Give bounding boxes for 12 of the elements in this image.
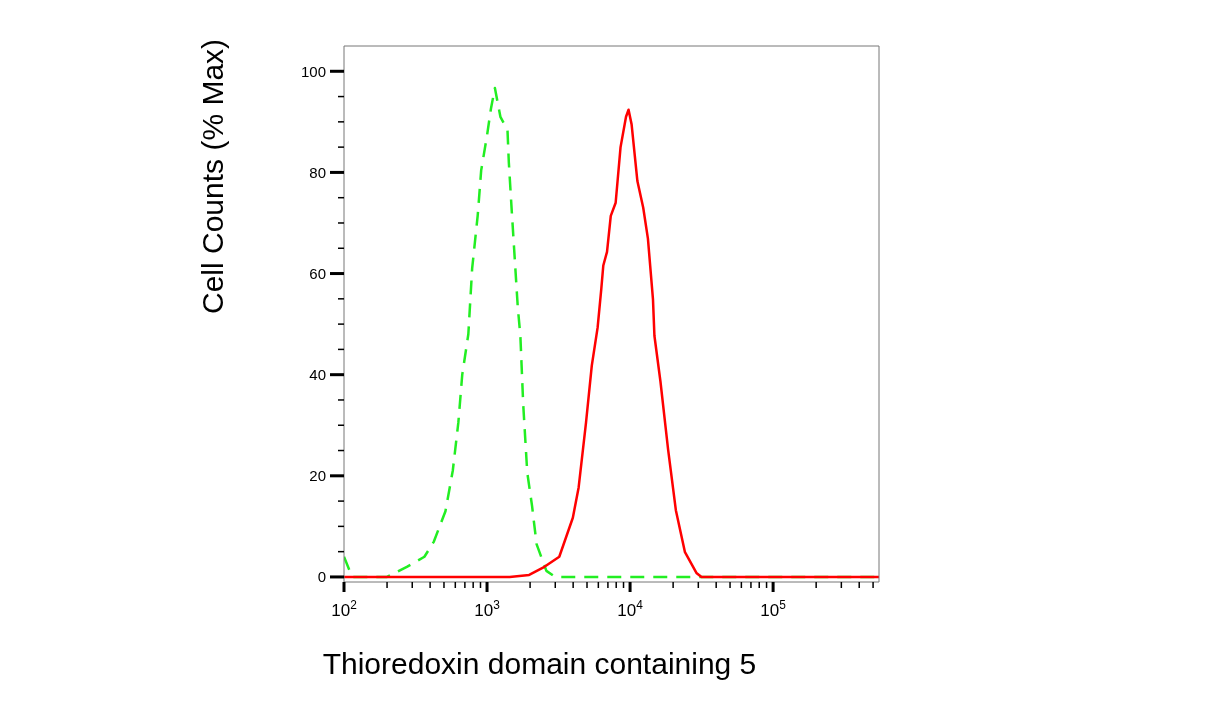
x-axis-title: Thioredoxin domain containing 5 bbox=[322, 647, 757, 680]
y-tick-label: 40 bbox=[309, 365, 326, 383]
x-tick-label: 10$^{5}$ bbox=[760, 598, 787, 620]
x-tick-label: 10$^{2}$ bbox=[331, 598, 358, 620]
y-tick-label: 100 bbox=[300, 62, 326, 80]
x-tick-label: 10$^{3}$ bbox=[474, 598, 501, 620]
y-tick-label: 20 bbox=[309, 467, 326, 485]
y-tick-label: 0 bbox=[317, 568, 326, 586]
y-axis-title: Cell Counts (% Max) bbox=[195, 38, 229, 314]
y-tick-label: 60 bbox=[309, 264, 326, 282]
x-tick-label: 10$^{4}$ bbox=[617, 598, 644, 620]
y-tick-label: 80 bbox=[309, 163, 326, 181]
